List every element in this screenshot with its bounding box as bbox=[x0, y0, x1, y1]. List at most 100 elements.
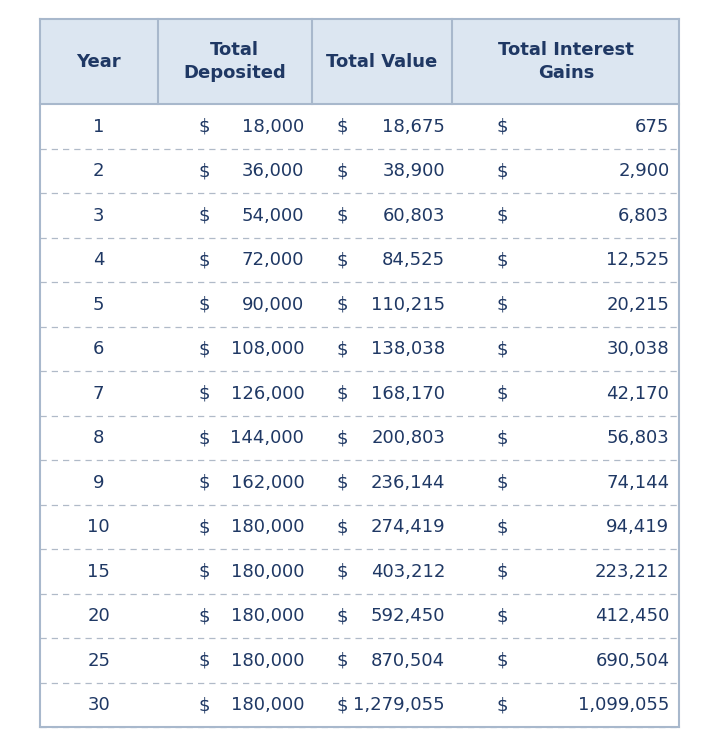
Text: 2,900: 2,900 bbox=[618, 162, 669, 181]
Text: 108,000: 108,000 bbox=[231, 340, 304, 358]
Text: 162,000: 162,000 bbox=[231, 474, 304, 492]
Text: 94,419: 94,419 bbox=[606, 518, 669, 536]
Text: $: $ bbox=[336, 385, 348, 403]
Text: 592,450: 592,450 bbox=[370, 607, 445, 625]
Text: 223,212: 223,212 bbox=[595, 562, 669, 580]
Text: $: $ bbox=[336, 162, 348, 181]
Text: Total Value: Total Value bbox=[326, 52, 438, 71]
Text: 42,170: 42,170 bbox=[607, 385, 669, 403]
Text: 9: 9 bbox=[93, 474, 104, 492]
Text: $: $ bbox=[497, 607, 508, 625]
Text: $: $ bbox=[198, 207, 210, 225]
Text: $: $ bbox=[497, 162, 508, 181]
Text: 690,504: 690,504 bbox=[595, 651, 669, 670]
Text: 8: 8 bbox=[93, 429, 104, 447]
Text: 38,900: 38,900 bbox=[383, 162, 445, 181]
Text: 675: 675 bbox=[635, 118, 669, 136]
Text: $: $ bbox=[198, 295, 210, 313]
Text: 90,000: 90,000 bbox=[242, 295, 304, 313]
Text: 180,000: 180,000 bbox=[231, 518, 304, 536]
Text: $: $ bbox=[198, 651, 210, 670]
Text: 4: 4 bbox=[93, 251, 104, 269]
Text: 60,803: 60,803 bbox=[383, 207, 445, 225]
Text: 1: 1 bbox=[93, 118, 104, 136]
Text: 126,000: 126,000 bbox=[231, 385, 304, 403]
Text: $: $ bbox=[497, 696, 508, 714]
Text: $: $ bbox=[336, 474, 348, 492]
Text: 72,000: 72,000 bbox=[242, 251, 304, 269]
Text: $: $ bbox=[336, 607, 348, 625]
Text: $: $ bbox=[497, 207, 508, 225]
Text: 84,525: 84,525 bbox=[382, 251, 445, 269]
Text: Total
Deposited: Total Deposited bbox=[183, 41, 286, 82]
Text: $: $ bbox=[497, 474, 508, 492]
Text: 25: 25 bbox=[87, 651, 110, 670]
Text: $: $ bbox=[497, 340, 508, 358]
Text: $: $ bbox=[336, 429, 348, 447]
Text: $: $ bbox=[336, 562, 348, 580]
Text: $: $ bbox=[198, 162, 210, 181]
Text: $: $ bbox=[497, 295, 508, 313]
Text: $: $ bbox=[198, 518, 210, 536]
Text: 403,212: 403,212 bbox=[371, 562, 445, 580]
Text: 110,215: 110,215 bbox=[371, 295, 445, 313]
Text: 412,450: 412,450 bbox=[595, 607, 669, 625]
Text: 74,144: 74,144 bbox=[606, 474, 669, 492]
Text: 144,000: 144,000 bbox=[231, 429, 304, 447]
Text: 180,000: 180,000 bbox=[231, 607, 304, 625]
FancyBboxPatch shape bbox=[40, 104, 679, 727]
Text: $: $ bbox=[198, 429, 210, 447]
Text: 18,675: 18,675 bbox=[383, 118, 445, 136]
Text: 30: 30 bbox=[88, 696, 110, 714]
Text: $: $ bbox=[497, 385, 508, 403]
Text: Year: Year bbox=[76, 52, 121, 71]
Text: 870,504: 870,504 bbox=[371, 651, 445, 670]
Text: $: $ bbox=[497, 118, 508, 136]
Text: $: $ bbox=[198, 340, 210, 358]
Text: $: $ bbox=[336, 295, 348, 313]
Text: 6: 6 bbox=[93, 340, 104, 358]
Text: $: $ bbox=[336, 340, 348, 358]
Text: 1,099,055: 1,099,055 bbox=[578, 696, 669, 714]
Text: $: $ bbox=[198, 118, 210, 136]
Text: 1,279,055: 1,279,055 bbox=[354, 696, 445, 714]
FancyBboxPatch shape bbox=[40, 19, 679, 104]
Text: 2: 2 bbox=[93, 162, 104, 181]
Text: $: $ bbox=[336, 207, 348, 225]
Text: $: $ bbox=[497, 518, 508, 536]
Text: Total Interest
Gains: Total Interest Gains bbox=[498, 41, 634, 82]
Text: 6,803: 6,803 bbox=[618, 207, 669, 225]
Text: $: $ bbox=[336, 696, 348, 714]
Text: 274,419: 274,419 bbox=[370, 518, 445, 536]
Text: 20: 20 bbox=[88, 607, 110, 625]
Text: $: $ bbox=[497, 562, 508, 580]
Text: 15: 15 bbox=[87, 562, 110, 580]
Text: $: $ bbox=[198, 562, 210, 580]
Text: 168,170: 168,170 bbox=[371, 385, 445, 403]
Text: $: $ bbox=[198, 696, 210, 714]
Text: 30,038: 30,038 bbox=[607, 340, 669, 358]
Text: $: $ bbox=[336, 251, 348, 269]
Text: 200,803: 200,803 bbox=[371, 429, 445, 447]
Text: $: $ bbox=[497, 651, 508, 670]
Text: 3: 3 bbox=[93, 207, 104, 225]
Text: 36,000: 36,000 bbox=[242, 162, 304, 181]
Text: $: $ bbox=[497, 251, 508, 269]
Text: 180,000: 180,000 bbox=[231, 696, 304, 714]
Text: $: $ bbox=[336, 518, 348, 536]
Text: $: $ bbox=[497, 429, 508, 447]
Text: $: $ bbox=[198, 385, 210, 403]
Text: $: $ bbox=[198, 474, 210, 492]
Text: 54,000: 54,000 bbox=[242, 207, 304, 225]
Text: 56,803: 56,803 bbox=[607, 429, 669, 447]
Text: $: $ bbox=[198, 607, 210, 625]
Text: 18,000: 18,000 bbox=[242, 118, 304, 136]
Text: 7: 7 bbox=[93, 385, 104, 403]
Text: 180,000: 180,000 bbox=[231, 562, 304, 580]
Text: 20,215: 20,215 bbox=[607, 295, 669, 313]
Text: 5: 5 bbox=[93, 295, 104, 313]
Text: 12,525: 12,525 bbox=[606, 251, 669, 269]
Text: $: $ bbox=[336, 118, 348, 136]
Text: $: $ bbox=[198, 251, 210, 269]
Text: $: $ bbox=[336, 651, 348, 670]
